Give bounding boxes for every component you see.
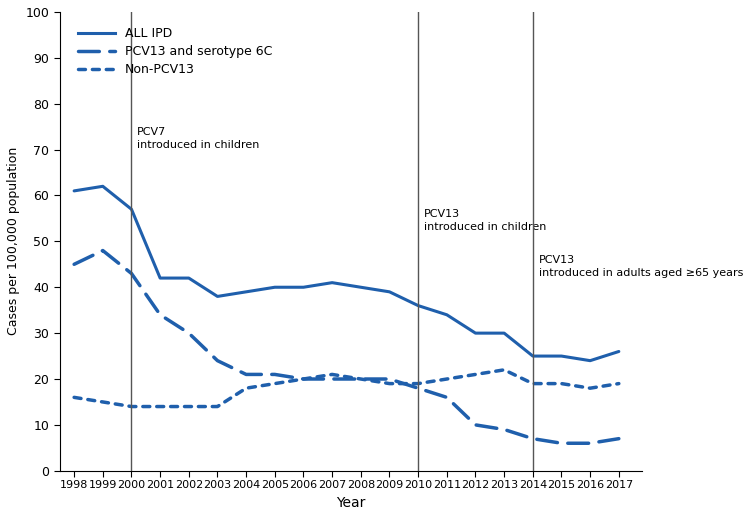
Y-axis label: Cases per 100,000 population: Cases per 100,000 population xyxy=(7,147,20,336)
Text: PCV13
introduced in children: PCV13 introduced in children xyxy=(424,209,546,233)
Text: PCV7
introduced in children: PCV7 introduced in children xyxy=(137,127,260,150)
Text: PCV13
introduced in adults aged ≥65 years: PCV13 introduced in adults aged ≥65 year… xyxy=(538,255,743,278)
Legend: ALL IPD, PCV13 and serotype 6C, Non-PCV13: ALL IPD, PCV13 and serotype 6C, Non-PCV1… xyxy=(78,27,272,77)
X-axis label: Year: Year xyxy=(336,496,365,510)
